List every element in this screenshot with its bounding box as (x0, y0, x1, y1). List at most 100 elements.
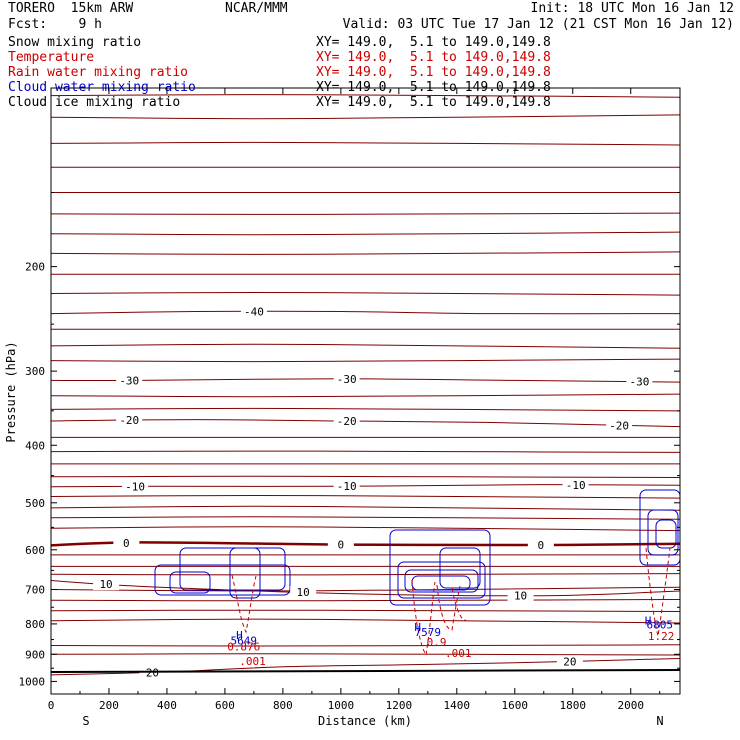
x-tick-label: 1400 (444, 699, 471, 712)
axes: 0 200 400 600 800 1000 1200 1400 1600 1800 2000200… (19, 88, 680, 712)
isotherm-label: -20 (119, 414, 139, 427)
isotherm-line (50, 251, 681, 255)
isotherm-label-bg (327, 538, 354, 551)
x-axis-start-label: S (82, 714, 89, 728)
cloud-water-contour (389, 529, 491, 606)
isotherm-line (50, 291, 681, 296)
y-tick-label: 900 (25, 648, 45, 661)
model-title: TORERO 15km ARW (8, 1, 134, 16)
isotherm-line (50, 494, 681, 499)
isotherm-10 (50, 580, 681, 597)
max-annotation: .001 (239, 655, 266, 668)
field-name-temperature: Temperature (8, 50, 95, 65)
isotherm-label-bg (240, 305, 267, 318)
isotherm-line (50, 526, 681, 532)
isotherm-line (50, 114, 681, 120)
isotherm-label-bg (626, 375, 653, 388)
max-annotation: H (414, 621, 421, 634)
rain-water-contour (451, 587, 467, 621)
max-annotation: 0.9 (427, 636, 447, 649)
x-tick-label: 1200 (386, 699, 413, 712)
isotherm-line (50, 618, 681, 624)
plot-frame (50, 87, 681, 695)
max-annotation: 1.22 (648, 630, 675, 643)
isotherm-line (50, 212, 681, 215)
rain-water-contour (231, 574, 257, 634)
isotherm-line (50, 94, 681, 98)
isotherm-label: 20 (146, 666, 159, 679)
cloud-water-contour (639, 489, 681, 566)
isotherm-label-bg (333, 480, 360, 493)
field-name-cloud-ice: Cloud ice mixing ratio (8, 95, 181, 110)
isotherm-label: 10 (297, 586, 310, 599)
max-annotation: .001 (445, 647, 472, 660)
field-xy-temperature: XY= 149.0, 5.1 to 149.0,149.8 (316, 50, 551, 65)
isotherm-label-bg (556, 655, 583, 668)
rain-water-contour (411, 579, 436, 657)
field-xy-rain: XY= 149.0, 5.1 to 149.0,149.8 (316, 65, 551, 80)
cloud-water-contour (397, 561, 486, 599)
rain-water-contours (231, 547, 671, 657)
cloud-water-contour (439, 547, 481, 589)
x-tick-label: 1600 (502, 699, 529, 712)
x-tick-label: 2000 (617, 699, 644, 712)
temperature-contours (50, 94, 681, 676)
isotherm-line (50, 609, 681, 612)
isotherm-label: -30 (337, 373, 357, 386)
isotherm-label-bg (122, 480, 149, 493)
isotherm-label: -10 (337, 480, 357, 493)
isotherm-label-bg (290, 586, 317, 599)
ground-line (50, 669, 681, 673)
y-axis-label: Pressure (hPa) (4, 341, 18, 442)
isotherm-label: 0 (538, 539, 545, 552)
isotherm-label-bg (116, 374, 143, 387)
isotherm-line (50, 407, 681, 412)
isotherm--40 (50, 310, 681, 315)
isotherm-line (50, 343, 681, 349)
isotherm-label: -10 (125, 480, 145, 493)
max-annotation: H (236, 629, 243, 642)
cloud-water-contour (169, 571, 211, 594)
y-tick-label: 400 (25, 439, 45, 452)
isotherm-line (50, 141, 681, 146)
isotherm-label-bg (333, 372, 360, 385)
isotherm-line (50, 516, 681, 520)
x-tick-label: 1800 (560, 699, 587, 712)
y-tick-label: 200 (25, 261, 45, 274)
y-tick-label: 300 (25, 365, 45, 378)
x-tick-label: 600 (215, 699, 235, 712)
y-tick-label: 800 (25, 618, 45, 631)
isotherm-label: 10 (99, 578, 112, 591)
isotherm-line (50, 358, 681, 363)
y-tick-label: 700 (25, 584, 45, 597)
y-tick-label: 500 (25, 497, 45, 510)
init-time: Init: 18 UTC Mon 16 Jan 12 (530, 1, 735, 16)
max-annotation: 6805 (646, 619, 673, 632)
max-annotation: H (645, 615, 652, 628)
field-name-rain: Rain water mixing ratio (8, 65, 189, 80)
isotherm-label: 10 (514, 589, 527, 602)
isotherm-label: -30 (119, 374, 139, 387)
isotherm-line (50, 653, 681, 656)
isotherm-label: -20 (609, 419, 629, 432)
rain-water-contour (436, 584, 461, 631)
isotherm-label: -40 (244, 305, 264, 318)
isotherm-label: 20 (563, 655, 576, 668)
org-label: NCAR/MMM (225, 1, 288, 16)
rain-water-contour (645, 547, 671, 637)
isotherm-label-bg (116, 414, 143, 427)
forecast-hour: Fcst: 9 h (8, 17, 102, 32)
x-tick-label: 200 (99, 699, 119, 712)
x-axis-label: Distance (km) (318, 714, 412, 728)
isotherm-line (50, 231, 681, 236)
isotherm-line (50, 644, 681, 647)
isotherm-label-bg (562, 478, 589, 491)
isotherm-line (50, 505, 681, 511)
isotherm-label-bg (113, 536, 140, 549)
x-tick-label: 400 (157, 699, 177, 712)
isotherm-label-bg (527, 539, 554, 551)
isotherm-line (50, 450, 681, 453)
isotherm-label: 0 (338, 539, 345, 552)
isotherm-line (50, 573, 681, 576)
